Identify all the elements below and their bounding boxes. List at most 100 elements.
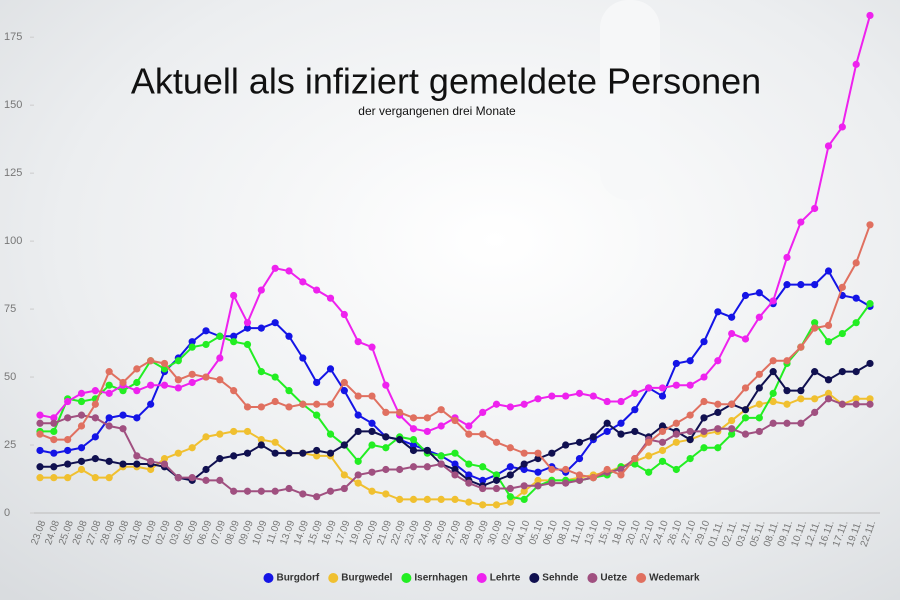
data-point (188, 343, 196, 351)
data-point (465, 460, 473, 468)
data-point (174, 376, 182, 384)
data-point (672, 430, 680, 438)
data-point (811, 204, 819, 213)
data-point (409, 425, 418, 433)
data-point (36, 419, 44, 427)
data-point (368, 392, 376, 400)
data-point (64, 435, 72, 444)
data-point (520, 487, 528, 495)
data-point (396, 495, 404, 504)
data-point (755, 400, 763, 408)
data-point (299, 449, 307, 457)
y-tick-label: 125 (4, 167, 22, 179)
data-point (409, 414, 418, 422)
data-point (714, 400, 722, 408)
legend-label: Burgwedel (341, 573, 392, 584)
data-point (188, 370, 196, 378)
data-point (852, 400, 860, 408)
data-point (451, 460, 459, 468)
data-point (520, 460, 528, 468)
data-point (866, 300, 874, 308)
data-point (866, 359, 874, 368)
data-point (423, 495, 431, 504)
data-point (243, 324, 252, 332)
data-point (769, 297, 777, 305)
data-point (160, 460, 169, 468)
data-point (603, 397, 611, 406)
data-point (824, 338, 833, 346)
data-point (617, 397, 625, 406)
data-point (672, 381, 680, 389)
data-point (147, 457, 155, 465)
y-tick-label: 150 (4, 99, 22, 111)
data-point (216, 476, 224, 484)
data-point (741, 430, 750, 438)
data-point (755, 289, 763, 297)
data-point (672, 359, 680, 368)
data-point (658, 427, 667, 436)
data-point (465, 471, 473, 479)
data-point (769, 419, 777, 427)
data-point (741, 384, 750, 392)
legend-label: Uetze (600, 573, 627, 584)
data-point (271, 319, 279, 327)
data-point (299, 278, 307, 286)
data-point (313, 400, 321, 408)
data-point (824, 376, 833, 384)
data-point (285, 387, 293, 395)
data-point (91, 387, 99, 395)
data-point (506, 493, 514, 501)
data-point (299, 490, 307, 498)
data-point (506, 463, 514, 471)
data-point (243, 319, 252, 327)
data-point (741, 414, 750, 422)
data-point (271, 397, 279, 406)
data-point (147, 465, 155, 474)
data-point (188, 338, 196, 346)
data-point (354, 338, 362, 346)
data-point (313, 411, 321, 419)
data-point (216, 354, 224, 362)
data-point (575, 438, 584, 446)
data-point (77, 444, 86, 452)
data-point (105, 422, 113, 430)
data-point (36, 446, 44, 455)
data-point (133, 460, 141, 468)
data-point (437, 495, 445, 504)
data-point (326, 400, 335, 408)
data-point (147, 357, 155, 365)
data-point (105, 414, 113, 422)
data-point (479, 430, 487, 438)
data-point (534, 449, 542, 457)
data-point (77, 389, 86, 397)
data-point (257, 403, 265, 411)
data-point (728, 313, 736, 321)
data-point (313, 493, 321, 501)
data-point (658, 422, 667, 430)
y-tick-label: 75 (4, 303, 16, 315)
data-point (230, 332, 238, 340)
data-point (728, 425, 736, 433)
data-point (811, 324, 819, 332)
data-point (368, 441, 376, 449)
data-point (64, 474, 72, 482)
data-point (575, 471, 584, 479)
data-point (119, 460, 127, 468)
data-point (451, 449, 459, 457)
legend-swatch (328, 573, 339, 583)
data-point (160, 455, 169, 463)
data-point (243, 403, 252, 411)
data-point (257, 286, 265, 294)
data-point (202, 476, 210, 484)
data-point (589, 433, 597, 441)
data-point (64, 460, 72, 468)
data-point (658, 392, 667, 400)
data-point (340, 378, 348, 387)
data-point (105, 457, 113, 465)
data-point (728, 400, 736, 408)
data-point (769, 357, 777, 365)
data-point (174, 449, 182, 457)
chart-title: Aktuell als infiziert gemeldete Personen (131, 61, 761, 102)
data-point (603, 465, 611, 474)
data-point (672, 438, 680, 446)
